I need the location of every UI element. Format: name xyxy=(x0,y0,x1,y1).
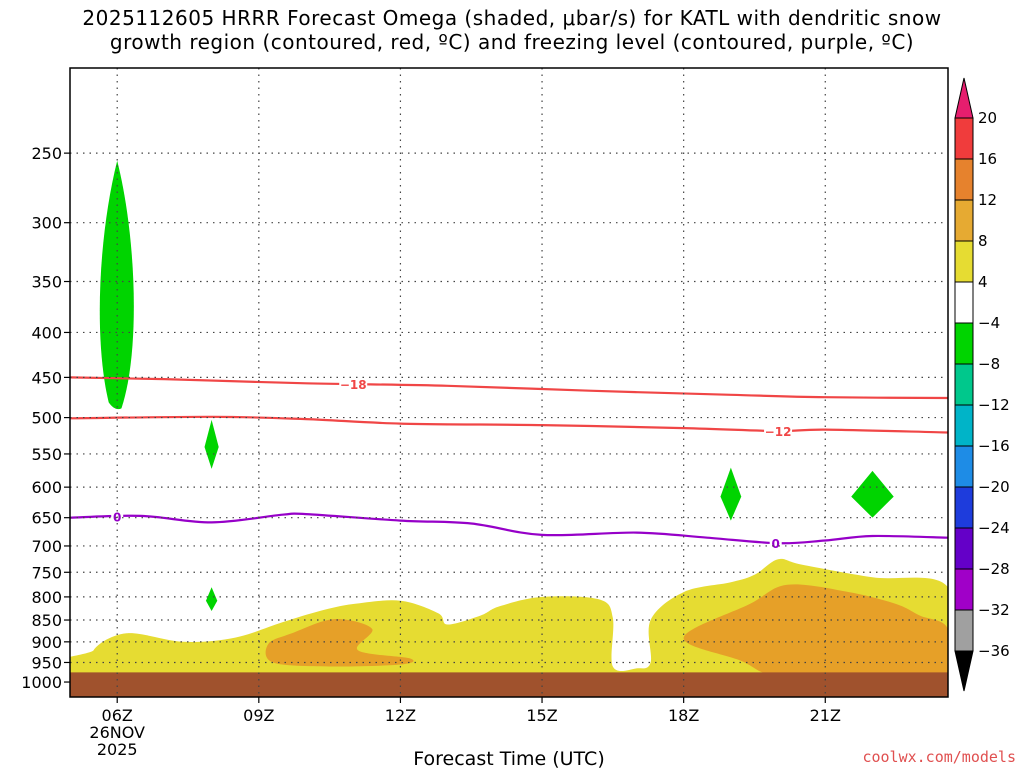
omega-shade-green-1 xyxy=(99,160,134,410)
colorbar-seg-2 xyxy=(954,199,974,242)
y-tick-label-350: 350 xyxy=(31,273,62,292)
contour-purple-0 xyxy=(70,512,948,545)
omega-shade-green-5 xyxy=(851,470,894,518)
contour-label--18: −18 xyxy=(340,378,367,392)
y-tick-label-550: 550 xyxy=(31,445,62,464)
colorbar-label: −36 xyxy=(978,642,1010,660)
colorbar-seg-3 xyxy=(954,240,974,283)
x-tick-label-06Z: 06Z xyxy=(102,706,133,725)
credit-text: coolwx.com/models xyxy=(862,748,1016,766)
colorbar-label: 12 xyxy=(978,191,997,209)
colorbar-seg-5 xyxy=(954,322,974,365)
x-tick-label-12Z: 12Z xyxy=(385,706,416,725)
colorbar-label: 8 xyxy=(978,232,988,250)
x-tick-label-21Z: 21Z xyxy=(810,706,841,725)
x-axis-label: Forecast Time (UTC) xyxy=(413,748,604,768)
contour-red--18 xyxy=(70,376,948,400)
colorbar: 20 16 12 8 4 −4 −8 −12 −16 −20 −24 −28 −32 −36 xyxy=(954,77,1010,692)
y-tick-label-400: 400 xyxy=(31,323,62,342)
chart-title: 2025112605 HRRR Forecast Omega (shaded, … xyxy=(0,6,1024,54)
contour-label--12: −12 xyxy=(765,425,792,439)
y-tick-label-800: 800 xyxy=(31,588,62,607)
colorbar-label: −28 xyxy=(978,560,1010,578)
x-tick-year: 2025 xyxy=(97,740,138,759)
colorbar-label: 20 xyxy=(978,109,997,127)
y-tick-label-850: 850 xyxy=(31,611,62,630)
colorbar-label: −12 xyxy=(978,396,1010,414)
x-tick-label-18Z: 18Z xyxy=(668,706,699,725)
y-tick-label-300: 300 xyxy=(31,214,62,233)
x-tick-label-09Z: 09Z xyxy=(243,706,274,725)
colorbar-seg-4 xyxy=(954,281,974,324)
colorbar-label: −24 xyxy=(978,519,1010,537)
y-tick-label-250: 250 xyxy=(31,144,62,163)
colorbar-label: −20 xyxy=(978,478,1010,496)
y-axis: 250 300 350 400 450 500 550 600 650 700 750 800 850 9… xyxy=(21,144,70,692)
colorbar-label: 16 xyxy=(978,150,997,168)
omega-shade-green-4 xyxy=(720,467,742,521)
y-tick-label-1000: 1000 xyxy=(21,673,62,692)
contour-label-bg xyxy=(339,377,368,392)
chart-title-line1: 2025112605 HRRR Forecast Omega (shaded, … xyxy=(82,6,942,30)
colorbar-seg-7 xyxy=(954,404,974,447)
colorbar-seg-0 xyxy=(954,117,974,160)
y-tick-label-500: 500 xyxy=(31,409,62,428)
plot-frame xyxy=(69,67,949,698)
colorbar-bottom-arrow xyxy=(954,650,974,692)
colorbar-seg-6 xyxy=(954,363,974,406)
y-tick-label-650: 650 xyxy=(31,509,62,528)
x-tick-label-15Z: 15Z xyxy=(526,706,557,725)
y-tick-label-750: 750 xyxy=(31,563,62,582)
colorbar-seg-10 xyxy=(954,527,974,570)
y-tick-label-950: 950 xyxy=(31,653,62,672)
colorbar-label: −4 xyxy=(978,314,1000,332)
colorbar-seg-1 xyxy=(954,158,974,201)
y-tick-label-450: 450 xyxy=(31,368,62,387)
contour-label-bg xyxy=(764,424,793,439)
x-tick-date: 26NOV xyxy=(89,723,145,742)
y-tick-label-700: 700 xyxy=(31,537,62,556)
colorbar-top-arrow xyxy=(954,77,974,119)
colorbar-label: −8 xyxy=(978,355,1000,373)
colorbar-seg-9 xyxy=(954,486,974,529)
contour-label-0: 0 xyxy=(772,537,780,551)
chart-title-line2: growth region (contoured, red, ºC) and f… xyxy=(109,30,915,54)
contour-red--12 xyxy=(70,415,948,434)
plot-area: −18−1200 xyxy=(70,160,948,697)
colorbar-seg-11 xyxy=(954,568,974,611)
omega-shade-orange-2 xyxy=(683,584,948,683)
colorbar-seg-12 xyxy=(954,609,974,652)
gridlines xyxy=(70,68,948,697)
colorbar-seg-8 xyxy=(954,445,974,488)
ground-below-surface xyxy=(70,672,948,697)
y-tick-label-600: 600 xyxy=(31,478,62,497)
y-tick-label-900: 900 xyxy=(31,633,62,652)
omega-shade-orange-1 xyxy=(265,619,414,667)
omega-shade-green-2 xyxy=(204,419,219,469)
colorbar-label: −32 xyxy=(978,601,1010,619)
omega-shade-green-3 xyxy=(205,587,218,611)
colorbar-label: −16 xyxy=(978,437,1010,455)
colorbar-label: 4 xyxy=(978,273,988,291)
